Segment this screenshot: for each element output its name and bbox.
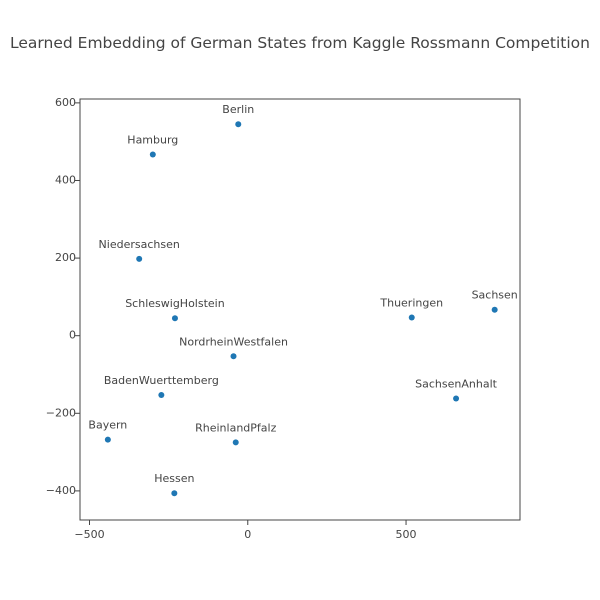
x-tick-label: 0 — [244, 528, 251, 541]
y-tick-label: −200 — [46, 406, 76, 419]
point-labels: Berlin Hamburg Niedersachsen SchleswigHolst… — [88, 103, 517, 485]
y-tick-label: 0 — [69, 329, 76, 342]
y-tick-label: 400 — [55, 173, 76, 186]
point-label: Thueringen — [379, 296, 443, 309]
data-point — [491, 306, 498, 313]
data-point — [136, 255, 143, 262]
data-point — [104, 436, 111, 443]
x-axis: −500 0 500 — [74, 520, 417, 541]
point-label: NordrheinWestfalen — [179, 335, 288, 348]
point-label: Niedersachsen — [99, 238, 180, 251]
y-tick-label: −400 — [46, 484, 76, 497]
data-point — [158, 392, 165, 399]
point-label: Sachsen — [472, 289, 518, 302]
point-label: BadenWuerttemberg — [104, 374, 219, 387]
scatter-points — [104, 121, 498, 497]
data-point — [235, 121, 242, 128]
x-tick-label: 500 — [396, 528, 417, 541]
data-point — [230, 353, 237, 360]
point-label: Bayern — [88, 419, 127, 432]
point-label: SachsenAnhalt — [415, 378, 497, 391]
plot-frame — [79, 98, 521, 521]
y-tick-label: 600 — [55, 96, 76, 109]
point-label: Hessen — [154, 472, 194, 485]
x-tick-label: −500 — [74, 528, 104, 541]
data-point — [149, 151, 156, 158]
data-point — [408, 314, 415, 321]
chart-title: Learned Embedding of German States from … — [10, 34, 590, 52]
data-point — [171, 315, 178, 322]
point-label: Hamburg — [127, 133, 178, 146]
data-point — [232, 439, 239, 446]
point-label: Berlin — [222, 103, 254, 116]
data-point — [171, 490, 178, 497]
data-point — [453, 395, 460, 402]
y-axis: −400 −200 0 200 400 600 — [46, 96, 80, 497]
point-label: SchleswigHolstein — [125, 297, 225, 310]
point-label: RheinlandPfalz — [195, 421, 276, 434]
y-tick-label: 200 — [55, 251, 76, 264]
